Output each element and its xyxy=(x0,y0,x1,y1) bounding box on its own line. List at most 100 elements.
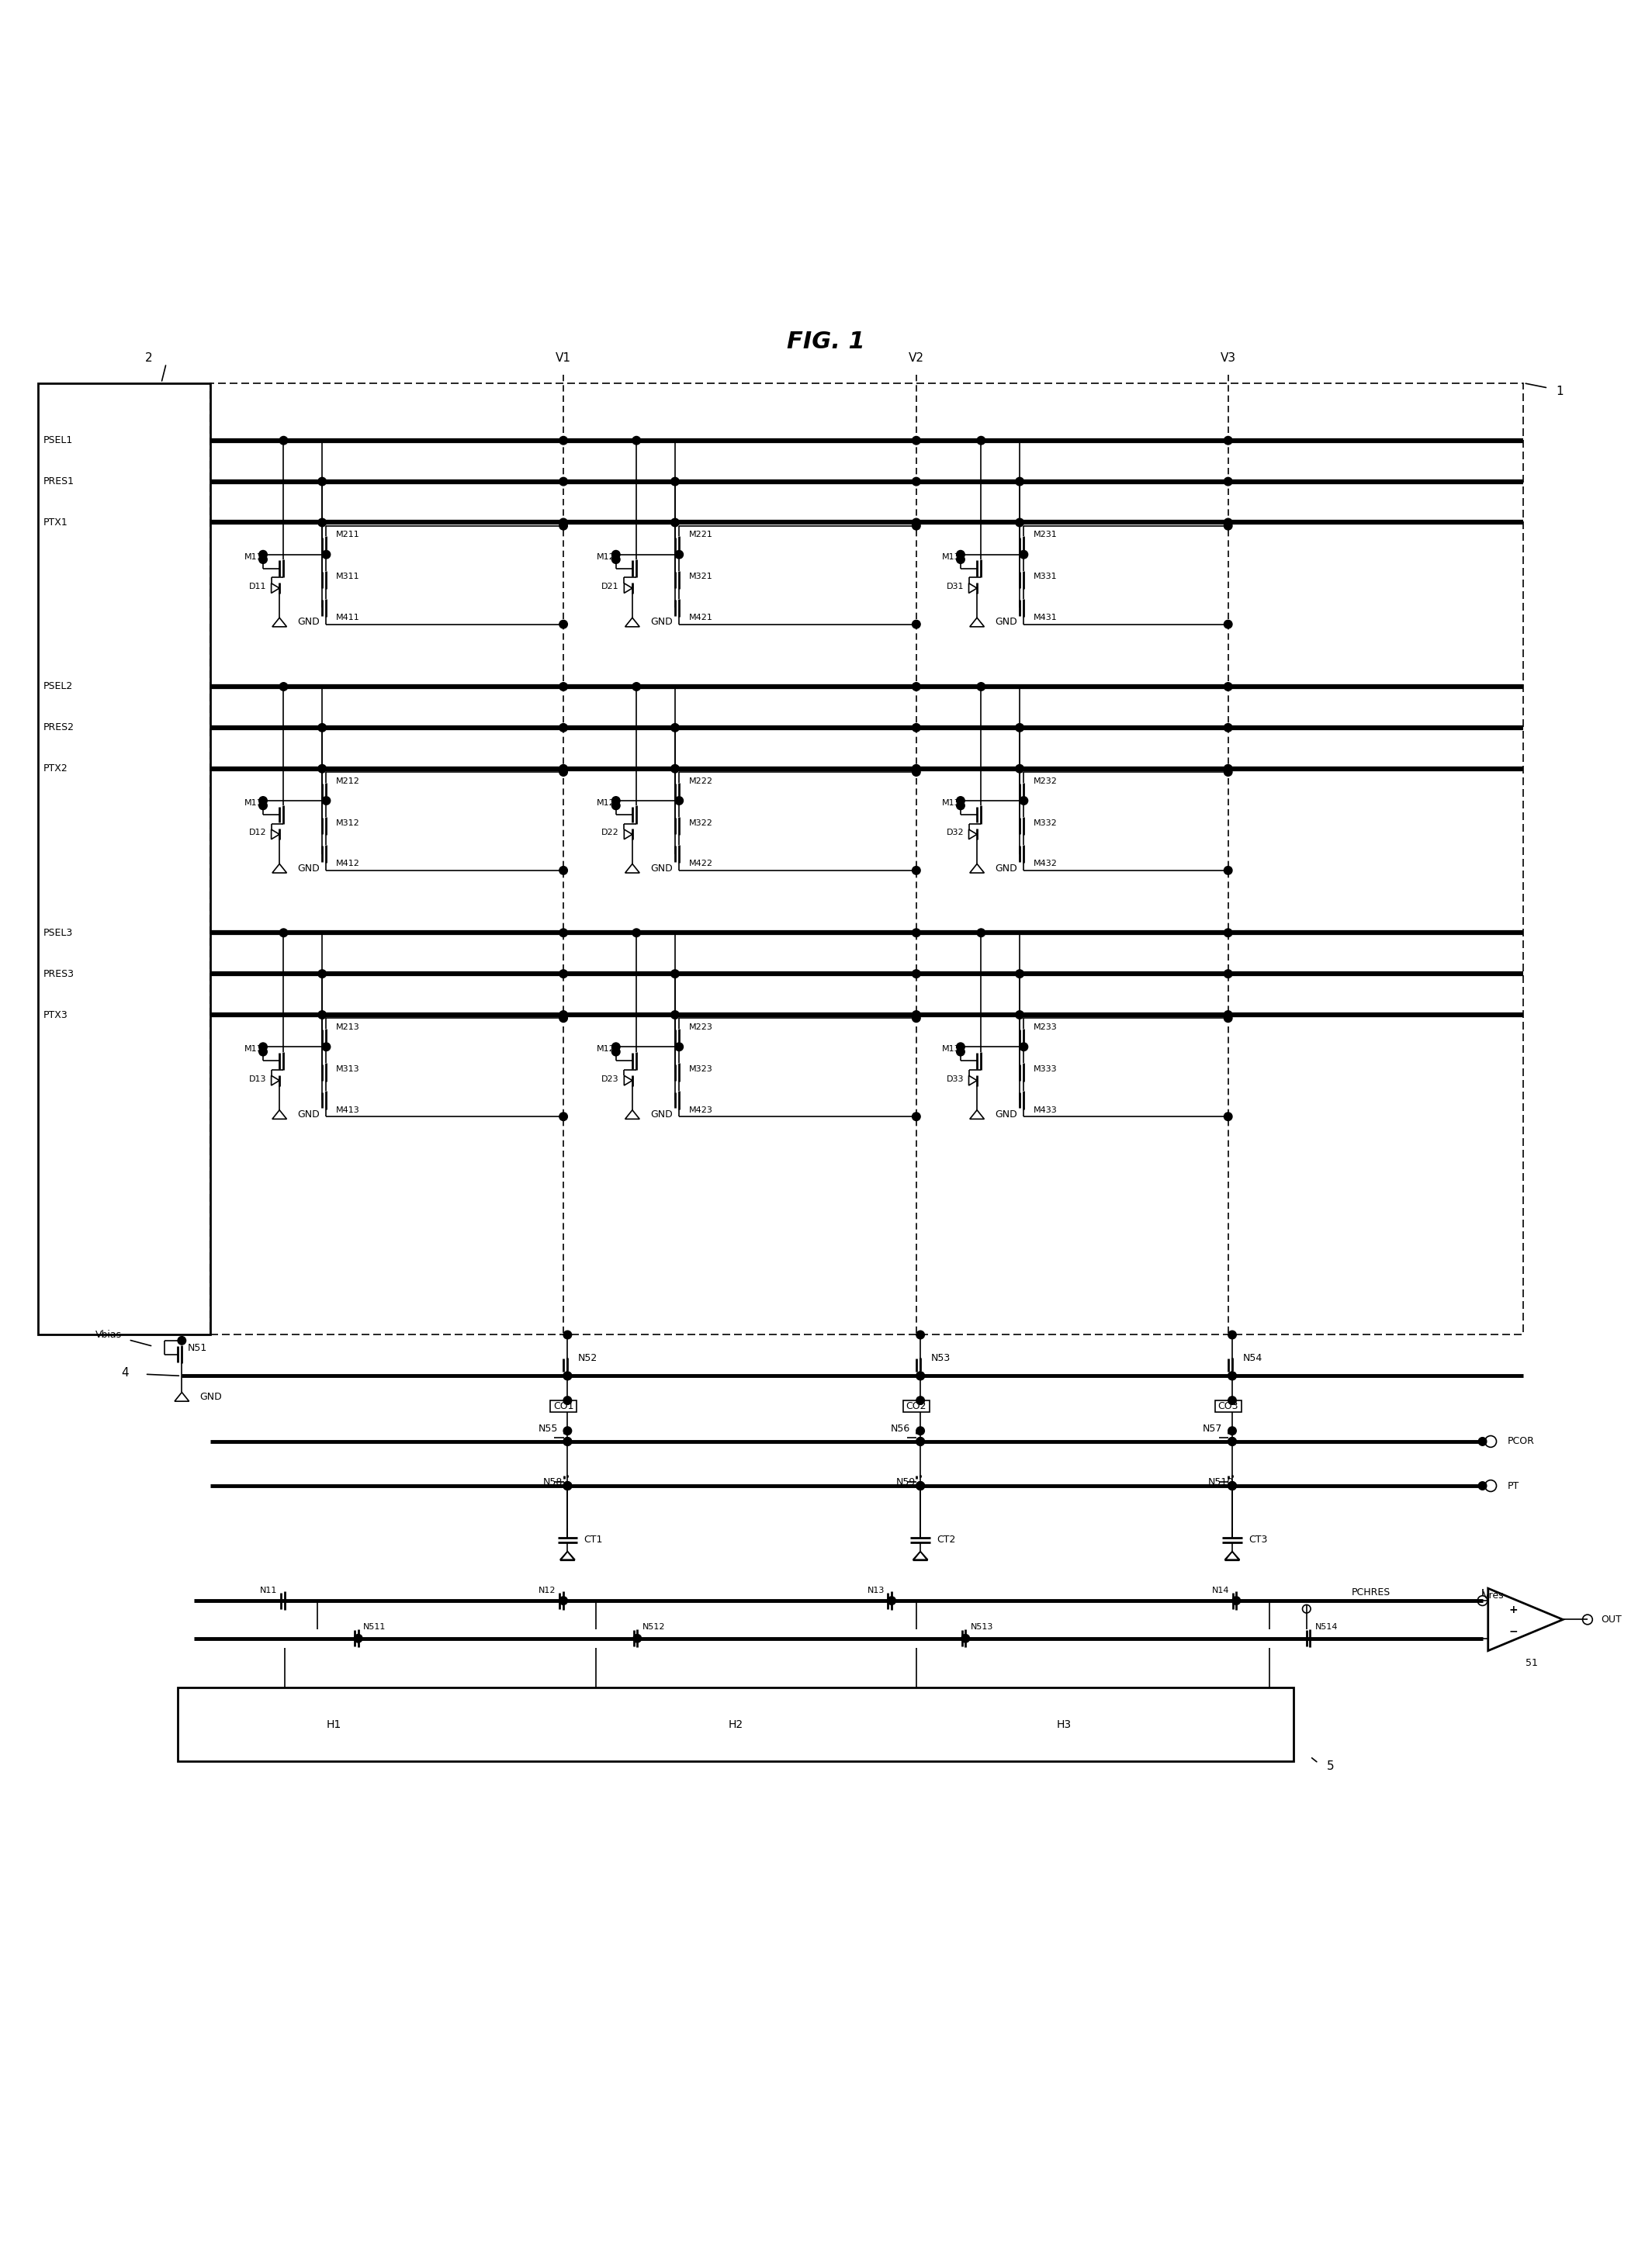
Text: M122: M122 xyxy=(596,799,621,807)
Text: CO1: CO1 xyxy=(553,1402,573,1411)
Bar xyxy=(1214,1400,1241,1411)
Text: N57: N57 xyxy=(1203,1424,1222,1433)
Circle shape xyxy=(1224,437,1232,444)
Circle shape xyxy=(957,1047,965,1056)
Circle shape xyxy=(957,550,965,559)
Text: GND: GND xyxy=(200,1391,221,1402)
Text: N58: N58 xyxy=(544,1478,563,1487)
Circle shape xyxy=(1019,550,1028,559)
Text: M121: M121 xyxy=(596,554,621,561)
Circle shape xyxy=(912,619,920,628)
Text: M113: M113 xyxy=(244,1045,268,1054)
Text: N53: N53 xyxy=(932,1353,950,1364)
Circle shape xyxy=(611,550,620,559)
Text: N52: N52 xyxy=(578,1353,598,1364)
Circle shape xyxy=(560,929,568,938)
Text: M211: M211 xyxy=(335,532,360,538)
Text: M433: M433 xyxy=(1034,1106,1057,1115)
Text: −: − xyxy=(1508,1626,1518,1635)
Text: M222: M222 xyxy=(689,776,714,785)
Circle shape xyxy=(563,1438,572,1444)
Circle shape xyxy=(917,1427,925,1436)
Circle shape xyxy=(1224,765,1232,774)
Circle shape xyxy=(912,437,920,444)
Text: M412: M412 xyxy=(335,859,360,868)
Circle shape xyxy=(279,437,287,444)
Circle shape xyxy=(671,765,679,774)
Circle shape xyxy=(917,1397,925,1404)
Bar xyxy=(178,1687,1294,1761)
Circle shape xyxy=(560,1597,568,1604)
Text: FIG. 1: FIG. 1 xyxy=(786,330,866,352)
Bar xyxy=(38,384,210,1335)
Text: D12: D12 xyxy=(249,830,266,837)
Text: OUT: OUT xyxy=(1601,1615,1621,1624)
Text: PSEL1: PSEL1 xyxy=(43,435,73,446)
Circle shape xyxy=(1227,1373,1236,1379)
Circle shape xyxy=(671,1012,679,1018)
Text: PRES1: PRES1 xyxy=(43,476,74,487)
Circle shape xyxy=(1016,478,1024,484)
Text: M413: M413 xyxy=(335,1106,360,1115)
Text: N13: N13 xyxy=(867,1588,884,1595)
Text: CT2: CT2 xyxy=(937,1534,957,1545)
Circle shape xyxy=(912,478,920,484)
Circle shape xyxy=(563,1397,572,1404)
Bar xyxy=(550,1400,577,1411)
Circle shape xyxy=(611,1043,620,1052)
Text: PTX1: PTX1 xyxy=(43,518,68,527)
Text: 4: 4 xyxy=(121,1366,129,1379)
Circle shape xyxy=(560,478,568,484)
Circle shape xyxy=(912,866,920,875)
Circle shape xyxy=(676,550,684,559)
Circle shape xyxy=(560,969,568,978)
Text: H2: H2 xyxy=(729,1718,743,1729)
Circle shape xyxy=(560,523,568,529)
Text: CT3: CT3 xyxy=(1249,1534,1267,1545)
Circle shape xyxy=(1232,1597,1241,1604)
Text: N56: N56 xyxy=(890,1424,910,1433)
Circle shape xyxy=(319,518,325,527)
Text: V1: V1 xyxy=(555,352,572,363)
Circle shape xyxy=(671,478,679,484)
Circle shape xyxy=(1227,1483,1236,1489)
Circle shape xyxy=(560,682,568,691)
Circle shape xyxy=(917,1483,925,1489)
Circle shape xyxy=(1019,1043,1028,1052)
Circle shape xyxy=(1224,518,1232,527)
Circle shape xyxy=(279,929,287,938)
Circle shape xyxy=(563,1373,572,1379)
Circle shape xyxy=(887,1597,895,1604)
Circle shape xyxy=(560,866,568,875)
Circle shape xyxy=(259,556,268,563)
Text: PTX2: PTX2 xyxy=(43,763,68,774)
Text: V3: V3 xyxy=(1221,352,1236,363)
Circle shape xyxy=(560,437,568,444)
Circle shape xyxy=(1224,724,1232,731)
Circle shape xyxy=(319,1012,325,1018)
Circle shape xyxy=(259,1047,268,1056)
Circle shape xyxy=(912,682,920,691)
Text: M332: M332 xyxy=(1034,819,1057,828)
Text: PSEL2: PSEL2 xyxy=(43,682,73,691)
Text: M233: M233 xyxy=(1034,1023,1057,1032)
Circle shape xyxy=(1016,765,1024,774)
Circle shape xyxy=(917,1483,925,1489)
Text: N514: N514 xyxy=(1315,1624,1338,1631)
Circle shape xyxy=(671,969,679,978)
Circle shape xyxy=(1224,478,1232,484)
Text: 5: 5 xyxy=(1327,1761,1335,1772)
Circle shape xyxy=(1016,724,1024,731)
Text: N51: N51 xyxy=(188,1344,206,1353)
Text: PCHRES: PCHRES xyxy=(1351,1588,1391,1597)
Text: Vbias: Vbias xyxy=(96,1330,122,1339)
Text: N513: N513 xyxy=(970,1624,993,1631)
Circle shape xyxy=(1227,1438,1236,1444)
Circle shape xyxy=(319,478,325,484)
Circle shape xyxy=(322,796,330,805)
Text: N512: N512 xyxy=(643,1624,666,1631)
Text: M312: M312 xyxy=(335,819,360,828)
Circle shape xyxy=(259,801,268,810)
Circle shape xyxy=(912,518,920,527)
Text: M423: M423 xyxy=(689,1106,714,1115)
